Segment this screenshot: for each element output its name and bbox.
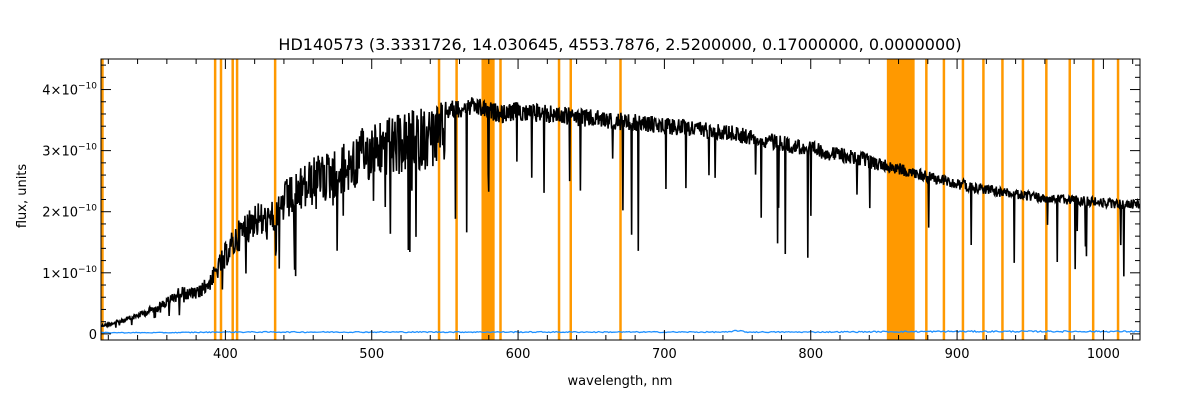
y-tick-label: 3×10−10 xyxy=(42,143,97,160)
chart-title: HD140573 (3.3331726, 14.030645, 4553.787… xyxy=(278,35,961,54)
y-tick-label: 4×10−10 xyxy=(42,82,97,99)
masked-band xyxy=(481,59,495,340)
y-axis-label: flux, units xyxy=(15,164,30,229)
masked-band xyxy=(886,59,915,340)
y-tick-label: 2×10−10 xyxy=(42,204,97,221)
x-tick-label: 600 xyxy=(506,347,531,362)
x-tick-label: 1000 xyxy=(1087,347,1120,362)
x-tick-label: 900 xyxy=(945,347,970,362)
x-tick-label: 400 xyxy=(213,347,238,362)
x-tick-label: 700 xyxy=(652,347,677,362)
spectrum-series xyxy=(100,97,1141,329)
error-series xyxy=(100,329,1141,334)
x-axis-label: wavelength, nm xyxy=(568,374,673,389)
plot-area: 400 500 600 700 800 900 1000 0 1×10−10 2×10−10 3×1… xyxy=(42,58,1141,362)
x-tick-label: 800 xyxy=(798,347,823,362)
x-tick-label: 500 xyxy=(359,347,384,362)
y-tick-label: 1×10−10 xyxy=(42,265,97,282)
y-tick-label: 0 xyxy=(89,328,97,343)
